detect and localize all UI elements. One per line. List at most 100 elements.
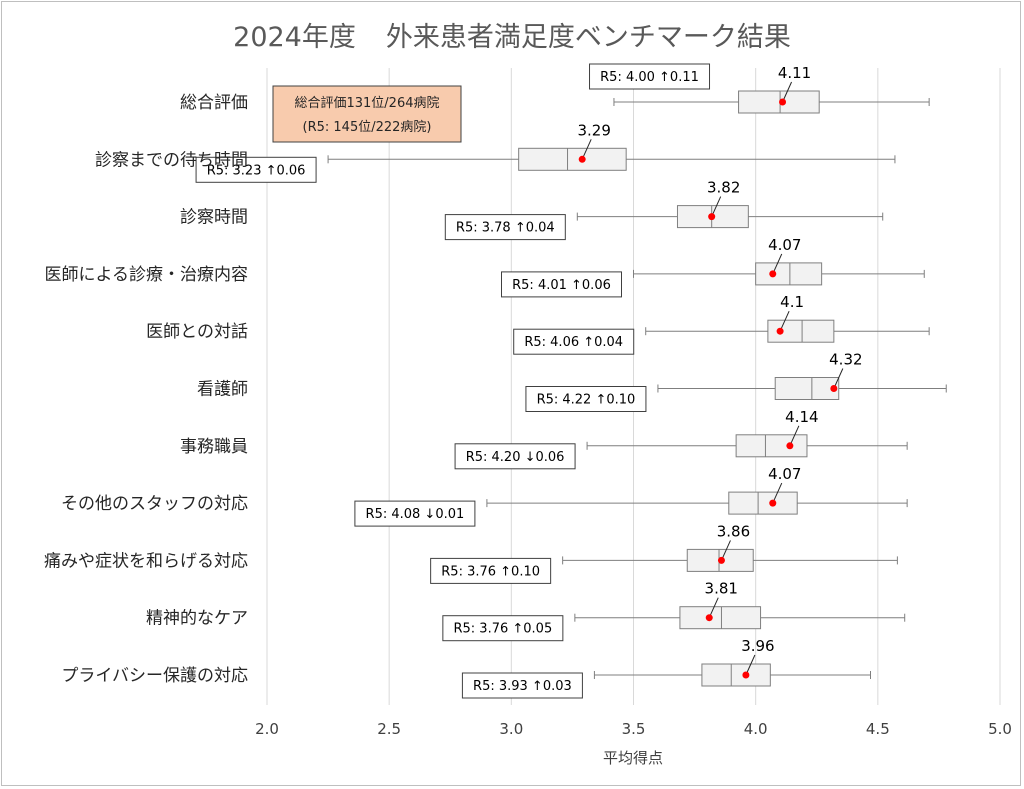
r5-label-7: R5: 4.08 ↓0.01 <box>366 507 465 522</box>
x-tick-label-4: 4.0 <box>744 720 768 738</box>
value-leader-6 <box>789 425 800 447</box>
value-point-2 <box>708 213 716 221</box>
value-label-3: 4.07 <box>768 236 801 254</box>
x-axis-label: 平均得点 <box>603 749 663 767</box>
r5-label-10: R5: 3.93 ↑0.03 <box>473 679 572 694</box>
value-point-3 <box>769 270 777 278</box>
value-label-8: 3.86 <box>717 522 750 540</box>
x-tick-label-6: 5.0 <box>988 720 1012 738</box>
category-label-6: 事務職員 <box>180 437 248 457</box>
box-row-10: 3.96 R5: 3.93 ↑0.03 <box>461 637 872 699</box>
value-leader-2 <box>711 196 722 217</box>
box-9 <box>679 606 762 630</box>
box-row-4: 4.1 R5: 4.06 ↑0.04 <box>513 293 930 355</box>
ranking-note-line1: 総合評価131位/264病院 <box>294 96 439 111</box>
category-label-10: プライバシー保護の対応 <box>61 666 248 686</box>
value-point-8 <box>717 556 725 564</box>
value-leader-1 <box>581 139 592 160</box>
value-label-9: 3.81 <box>705 580 738 598</box>
category-label-3: 医師による診療・治療内容 <box>45 265 249 285</box>
value-point-0 <box>779 98 787 106</box>
value-point-5 <box>830 385 838 392</box>
value-point-9 <box>705 614 713 622</box>
r5-label-5: R5: 4.22 ↑0.10 <box>537 393 636 408</box>
value-label-10: 3.96 <box>741 637 774 655</box>
x-tick-label-0: 2.0 <box>255 720 279 738</box>
r5-box-9 <box>442 615 564 642</box>
category-label-9: 精神的なケア <box>146 609 248 629</box>
r5-label-4: R5: 4.06 ↑0.04 <box>524 335 623 350</box>
r5-box-5 <box>525 386 647 412</box>
value-label-4: 4.1 <box>780 293 804 311</box>
r5-box-2 <box>444 214 566 241</box>
category-labels: 総合評価診察までの待ち時間診察時間医師による診療・治療内容医師との対話看護師事務… <box>44 93 248 686</box>
r5-label-3: R5: 4.01 ↑0.06 <box>512 278 611 293</box>
r5-label-1: R5: 3.23 ↑0.06 <box>207 163 306 178</box>
box-row-0: 4.11 R5: 4.00 ↑0.11 <box>589 63 930 114</box>
ranking-note-line2: (R5: 145位/222病院) <box>303 120 432 135</box>
box-4 <box>767 319 835 343</box>
r5-box-10 <box>461 672 583 699</box>
value-point-1 <box>578 155 586 163</box>
value-label-5: 4.32 <box>829 351 862 369</box>
value-leader-10 <box>745 654 756 676</box>
value-leader-8 <box>721 540 731 561</box>
box-row-8: 3.86 R5: 3.76 ↑0.10 <box>430 522 898 584</box>
chart-title-main: 外来患者満足度ベンチマーク結果 <box>386 22 791 53</box>
box-row-5: 4.32 R5: 4.22 ↑0.10 <box>525 351 947 412</box>
x-tick-label-2: 3.0 <box>499 720 523 738</box>
x-axis-ticks: 2.0 2.5 3.0 3.5 4.0 4.5 5.0 <box>255 720 1012 738</box>
value-label-1: 3.29 <box>577 121 610 139</box>
grid-lines <box>266 68 1001 705</box>
chart-title-year: 2024年度 <box>233 22 356 53</box>
value-leader-3 <box>772 253 783 275</box>
category-label-4: 医師との対話 <box>146 322 248 342</box>
value-leader-5 <box>833 368 844 389</box>
box-plots: 4.11 R5: 4.00 ↑0.11 3.29 R5: 3.23 ↑0.06 3.82… <box>195 63 947 699</box>
r5-label-6: R5: 4.20 ↓0.06 <box>466 450 565 465</box>
r5-box-7 <box>354 500 476 527</box>
box-row-1: 3.29 R5: 3.23 ↑0.06 <box>195 121 896 183</box>
category-label-8: 痛みや症状を和らげる対応 <box>44 551 248 571</box>
box-6 <box>735 434 808 458</box>
category-label-2: 診察時間 <box>180 208 248 228</box>
ranking-note: 総合評価131位/264病院 (R5: 145位/222病院) <box>272 85 462 143</box>
value-leader-9 <box>708 597 719 618</box>
x-tick-label-5: 4.5 <box>866 720 890 738</box>
value-label-0: 4.11 <box>778 64 811 82</box>
r5-box-8 <box>430 557 552 584</box>
r5-box-1 <box>195 156 317 183</box>
box-5 <box>774 377 840 400</box>
value-label-2: 3.82 <box>707 179 740 197</box>
r5-label-9: R5: 3.76 ↑0.05 <box>453 622 552 637</box>
category-label-5: 看護師 <box>197 380 248 400</box>
box-10 <box>701 663 771 687</box>
box-7 <box>728 491 798 515</box>
ranking-note-box <box>272 85 462 143</box>
box-row-6: 4.14 R5: 4.20 ↓0.06 <box>454 408 908 470</box>
box-1 <box>518 147 627 171</box>
value-point-7 <box>769 499 777 507</box>
r5-box-0 <box>589 63 711 90</box>
value-leader-7 <box>772 482 783 504</box>
value-point-10 <box>742 671 750 679</box>
r5-box-3 <box>501 271 622 298</box>
r5-box-6 <box>454 443 576 470</box>
r5-label-0: R5: 4.00 ↑0.11 <box>600 70 699 85</box>
r5-label-8: R5: 3.76 ↑0.10 <box>441 564 540 579</box>
x-tick-label-3: 3.5 <box>622 720 646 738</box>
value-point-6 <box>786 442 794 450</box>
value-point-4 <box>776 327 784 335</box>
value-label-6: 4.14 <box>785 408 818 426</box>
x-tick-label-1: 2.5 <box>377 720 401 738</box>
box-row-2: 3.82 R5: 3.78 ↑0.04 <box>444 179 884 241</box>
value-leader-4 <box>779 310 790 332</box>
box-3 <box>755 262 823 286</box>
box-row-9: 3.81 R5: 3.76 ↑0.05 <box>442 580 906 642</box>
r5-box-4 <box>513 328 635 355</box>
category-label-1: 診察までの待ち時間 <box>95 150 248 170</box>
value-leader-0 <box>782 81 792 103</box>
box-0 <box>738 90 820 114</box>
